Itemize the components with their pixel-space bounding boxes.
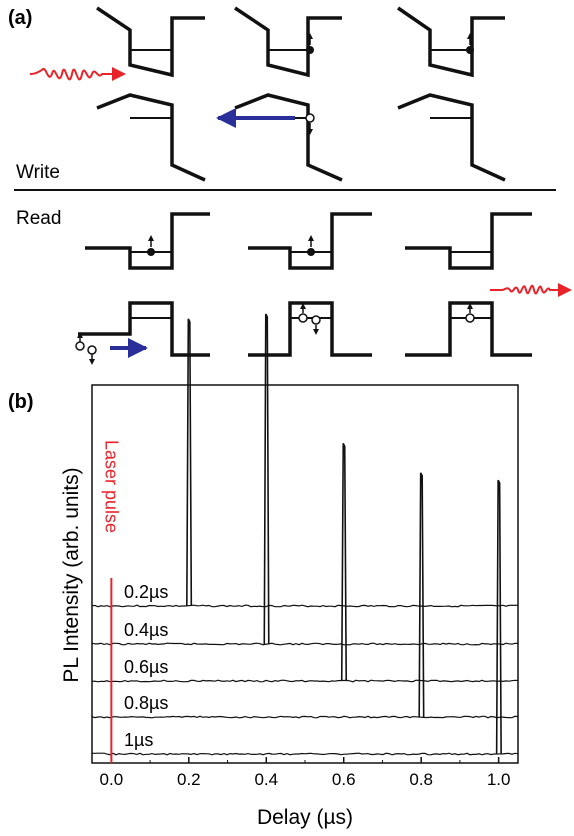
chart: 0.2µs 0.4µs 0.6µs 0.8µs 1µs 0.0 0.2 0.4 0.6 0.8 1… xyxy=(60,313,519,829)
x-tick-label: 0.8 xyxy=(409,770,433,789)
read-section xyxy=(78,212,532,357)
trace-baseline xyxy=(91,752,519,756)
read-valence-diagram-2 xyxy=(248,301,372,357)
series-label: 0.4µs xyxy=(124,620,168,640)
series-label: 0.6µs xyxy=(124,657,168,677)
laser-pulse-annotation: Laser pulse xyxy=(101,440,121,533)
electron-icon xyxy=(147,248,155,256)
emitted-photon-icon xyxy=(490,283,572,297)
trace-peak xyxy=(263,313,270,645)
trace-peak xyxy=(495,479,502,755)
trace-baseline xyxy=(91,642,519,646)
read-band-diagram-1 xyxy=(85,212,210,270)
read-valence-diagram-1 xyxy=(78,301,210,357)
trace-peak xyxy=(186,318,193,607)
x-tick-label: 1.0 xyxy=(487,770,511,789)
chart-traces xyxy=(91,313,519,756)
write-label: Write xyxy=(16,162,60,183)
panel-b-label: (b) xyxy=(8,391,34,413)
trace-peak xyxy=(340,443,348,682)
y-axis-label: PL Intensity (arb. units) xyxy=(60,467,83,682)
x-axis-label: Delay (µs) xyxy=(257,806,353,829)
read-label: Read xyxy=(16,208,61,229)
hole-icon xyxy=(305,113,315,123)
electron-icon xyxy=(306,46,314,54)
read-band-diagram-3 xyxy=(405,212,532,270)
trace-baseline xyxy=(91,679,519,683)
trace-baseline xyxy=(91,604,519,608)
hole-icon xyxy=(311,315,321,325)
x-tick-label: 0.6 xyxy=(332,770,356,789)
panel-a-label: (a) xyxy=(8,7,32,29)
trace-baseline xyxy=(91,715,519,719)
hole-icon xyxy=(75,341,85,351)
chart-x-ticks: 0.0 0.2 0.4 0.6 0.8 1.0 xyxy=(100,757,511,789)
series-label: 0.2µs xyxy=(124,582,168,602)
chart-series-labels: 0.2µs 0.4µs 0.6µs 0.8µs 1µs xyxy=(124,582,168,750)
write-carriers xyxy=(305,33,474,135)
read-carriers xyxy=(75,235,475,365)
read-valence-diagram-3 xyxy=(405,301,532,357)
write-valence-diagram-3 xyxy=(397,93,506,182)
write-section xyxy=(96,6,506,182)
electron-icon xyxy=(466,46,474,54)
trace-peak xyxy=(418,472,425,718)
series-label: 0.8µs xyxy=(124,693,168,713)
laser-pulse-icon xyxy=(29,67,126,81)
hole-icon xyxy=(465,313,475,323)
write-valence-diagram-1 xyxy=(96,93,206,182)
x-tick-label: 0.4 xyxy=(254,770,278,789)
write-valence-diagram-2 xyxy=(234,93,343,182)
write-band-diagram-3 xyxy=(397,6,505,78)
hole-icon xyxy=(298,313,308,323)
series-label: 1µs xyxy=(124,730,153,750)
read-band-diagram-2 xyxy=(248,212,372,270)
electron-icon xyxy=(307,248,315,256)
write-band-diagram-2 xyxy=(234,6,342,78)
x-tick-label: 0.2 xyxy=(177,770,201,789)
write-band-diagram-1 xyxy=(96,6,205,78)
x-tick-label: 0.0 xyxy=(100,770,124,789)
hole-icon xyxy=(87,345,97,355)
